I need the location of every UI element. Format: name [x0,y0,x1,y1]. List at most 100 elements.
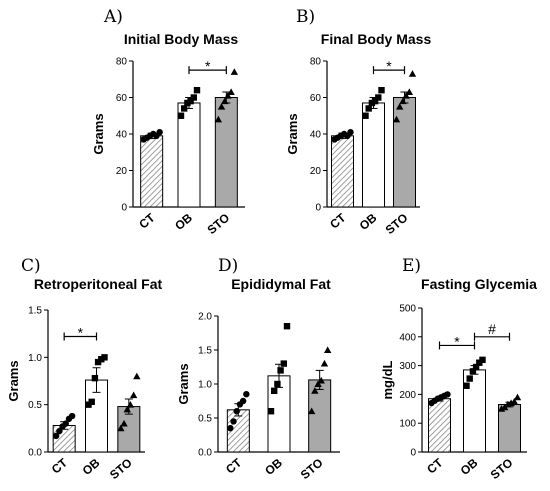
chart-title: Epididymal Fat [231,276,331,292]
significance-bracket: * [438,333,476,350]
y-tick-label: 60 [116,93,128,104]
panel-label: C) [21,256,41,276]
data-point-sto [224,91,232,99]
significance-bracket: * [372,58,406,75]
y-tick-label: 2.0 [198,312,212,323]
data-point-sto [120,419,128,427]
data-point-ob [271,387,278,394]
data-point-sto [408,70,417,77]
chart-title: Initial Body Mass [124,31,239,47]
y-tick-label: 0 [410,448,416,459]
y-tick-label: 1.0 [198,380,212,391]
data-point-sto [510,397,518,405]
y-tick-label: 0.5 [28,400,42,411]
data-point-ct [56,427,63,435]
significance-label: * [205,58,211,74]
data-point-ob [101,354,108,361]
bar-sto [393,97,416,208]
data-point-sto [320,359,329,367]
significance-bracket: * [188,58,227,75]
data-point-ct [52,432,60,440]
data-point-sto [117,424,125,432]
chart-title: Retroperitoneal Fat [34,276,163,292]
significance-label: # [488,321,496,337]
panel-label: E) [402,256,421,276]
y-tick-label: 0.0 [198,448,212,459]
data-point-sto [317,376,325,384]
data-point-sto [227,88,235,95]
data-point-sto [402,91,410,99]
panel-label: A) [103,7,123,27]
data-point-ob [466,375,473,382]
data-point-ob [181,105,188,112]
data-point-ct [68,412,76,420]
data-point-sto [323,346,332,353]
data-point-ob [267,408,275,415]
data-point-ct [230,418,237,425]
data-point-ob [479,356,486,364]
data-point-sto [307,407,316,415]
significance-bracket: # [473,321,511,341]
data-point-sto [396,102,404,110]
data-point-ct [243,391,250,398]
y-tick-label: 20 [116,166,128,177]
chart-title: Fasting Glycemia [421,276,537,292]
x-tick-label: CT [424,455,446,476]
y-tick-label: 0 [121,203,127,214]
y-tick-label: 0 [315,203,321,214]
y-tick-label: 1.5 [28,306,42,317]
x-tick-label: STO [205,211,233,237]
data-point-sto [230,68,239,75]
x-tick-label: STO [383,211,411,237]
data-point-ob [469,368,477,375]
y-tick-label: 400 [399,332,416,343]
y-tick-label: 1.0 [28,353,42,364]
data-point-sto [217,102,226,110]
y-axis-label: Grams [6,360,21,401]
y-tick-label: 500 [399,304,416,315]
y-tick-label: 0.0 [28,448,42,459]
data-point-sto [133,372,141,380]
data-point-ct [233,408,240,415]
y-tick-label: 80 [116,57,128,68]
data-point-sto [126,400,135,408]
data-point-ob [362,112,369,119]
chart-panel-4: D)Epididymal Fat Grams 0.0 0.5 1.0 1.5 2.0 CT OB… [176,256,340,482]
data-point-sto [399,97,407,105]
data-point-ob [375,94,382,101]
y-axis-label: Grams [285,113,300,154]
x-tick-label: CT [49,455,71,476]
significance-label: * [78,325,84,341]
x-tick-label: OB [357,210,380,233]
significance-label: * [386,58,392,74]
x-tick-label: STO [488,456,516,482]
y-tick-label: 40 [310,130,322,141]
data-point-sto [314,380,322,387]
data-point-ob [190,94,197,101]
data-point-ob [280,360,287,367]
bar-ct [140,135,164,208]
data-point-ob [88,398,95,406]
data-point-sto [405,88,413,95]
y-tick-label: 200 [399,390,416,401]
data-point-ct [227,425,234,432]
data-point-ct [347,128,354,136]
data-point-sto [129,391,138,399]
y-tick-label: 60 [310,93,322,104]
y-tick-label: 20 [310,166,322,177]
bar-ct [331,135,354,208]
data-point-ob [187,97,194,105]
data-point-ob [177,112,185,119]
data-point-ob [365,105,372,112]
data-point-sto [214,115,223,123]
y-tick-label: 1.5 [198,346,212,357]
x-tick-label: STO [298,456,326,482]
panel-label: B) [296,7,315,27]
x-tick-label: OB [172,210,195,233]
y-axis-label: Grams [91,113,106,154]
y-tick-label: 300 [399,361,416,372]
x-tick-label: STO [107,456,135,482]
data-point-sto [311,387,319,394]
x-tick-label: OB [80,455,103,478]
